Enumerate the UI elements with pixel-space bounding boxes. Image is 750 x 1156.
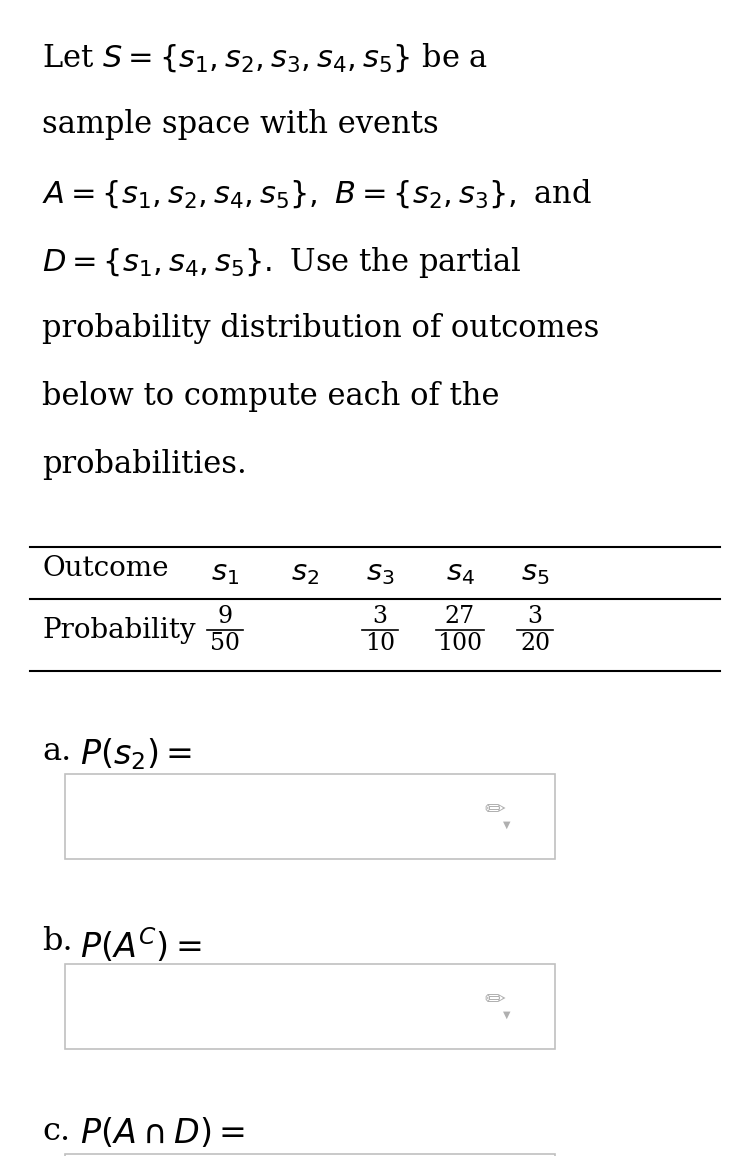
Text: ✏: ✏ [484, 799, 506, 823]
Text: Let $S = \{s_1, s_2, s_3, s_4, s_5\}$ be a: Let $S = \{s_1, s_2, s_3, s_4, s_5\}$ be… [42, 40, 488, 74]
Text: ▼: ▼ [503, 1009, 511, 1020]
Text: probability distribution of outcomes: probability distribution of outcomes [42, 313, 599, 344]
Text: $s_5$: $s_5$ [520, 560, 549, 587]
Text: Probability: Probability [42, 616, 196, 644]
FancyBboxPatch shape [65, 964, 555, 1048]
Text: 10: 10 [365, 632, 395, 655]
Text: sample space with events: sample space with events [42, 109, 439, 140]
Text: c.: c. [42, 1116, 70, 1147]
Text: 100: 100 [437, 632, 482, 655]
Text: $s_3$: $s_3$ [366, 560, 394, 587]
Text: 50: 50 [210, 632, 240, 655]
Text: below to compute each of the: below to compute each of the [42, 381, 500, 412]
Text: 3: 3 [373, 605, 388, 628]
Text: a.: a. [42, 736, 71, 766]
FancyBboxPatch shape [65, 1154, 555, 1156]
FancyBboxPatch shape [65, 775, 555, 859]
Text: 20: 20 [520, 632, 550, 655]
Text: probabilities.: probabilities. [42, 449, 247, 480]
Text: $P(A^C) =$: $P(A^C) =$ [80, 926, 202, 965]
Text: $P(s_2) =$: $P(s_2) =$ [80, 736, 192, 772]
Text: 9: 9 [217, 605, 232, 628]
Text: 27: 27 [445, 605, 475, 628]
Text: $A = \{s_1, s_2, s_4, s_5\},\ B = \{s_2, s_3\},$ and: $A = \{s_1, s_2, s_4, s_5\},\ B = \{s_2,… [42, 177, 592, 209]
Text: ▼: ▼ [503, 820, 511, 830]
Text: $P(A \cap D) =$: $P(A \cap D) =$ [80, 1116, 245, 1150]
Text: 3: 3 [527, 605, 542, 628]
Text: Outcome: Outcome [42, 555, 169, 581]
Text: $s_2$: $s_2$ [291, 560, 319, 587]
Text: $s_1$: $s_1$ [211, 560, 239, 587]
Text: $D = \{s_1, s_4, s_5\}.$ Use the partial: $D = \{s_1, s_4, s_5\}.$ Use the partial [42, 245, 521, 280]
Text: b.: b. [42, 926, 73, 957]
Text: $s_4$: $s_4$ [446, 560, 475, 587]
Text: ✏: ✏ [484, 988, 506, 1013]
